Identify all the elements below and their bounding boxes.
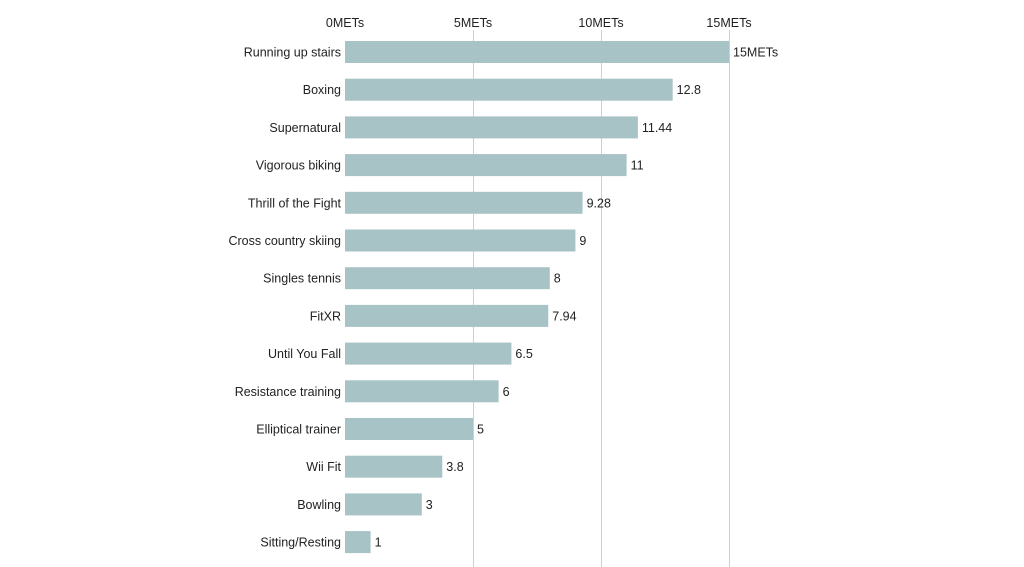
- bar-cross-country-skiing: [345, 229, 576, 252]
- value-label-wii-fit: 3.8: [446, 460, 463, 474]
- category-labels: Running up stairs Boxing Supernatural Vigor…: [228, 46, 341, 550]
- tick-label-15: 15METs: [706, 16, 751, 30]
- category-label-elliptical-trainer: Elliptical trainer: [256, 423, 341, 437]
- bar-running-up-stairs: [345, 41, 729, 63]
- bar-boxing: [345, 78, 673, 101]
- category-label-vigorous-biking: Vigorous biking: [256, 159, 341, 173]
- bar-resistance-training: [345, 380, 499, 403]
- value-label-sitting-resting: 1: [375, 536, 382, 550]
- category-label-until-you-fall: Until You Fall: [268, 347, 341, 361]
- value-label-supernatural: 11.44: [642, 121, 672, 135]
- value-labels: 15METs 12.8 11.44 11 9.28 9 8 7.94 6.5 6 5 3.8 3 1: [375, 46, 779, 550]
- bar-sitting-resting: [345, 531, 371, 554]
- category-label-running-up-stairs: Running up stairs: [244, 46, 341, 60]
- value-label-cross-country-skiing: 9: [579, 234, 586, 248]
- category-label-sitting-resting: Sitting/Resting: [260, 536, 341, 550]
- tick-label-0: 0METs: [326, 16, 364, 30]
- category-label-boxing: Boxing: [303, 83, 341, 97]
- bar-bowling: [345, 493, 422, 516]
- x-axis-ticks: 0METs 5METs 10METs 15METs: [326, 16, 752, 30]
- value-label-vigorous-biking: 11: [631, 159, 644, 173]
- value-label-singles-tennis: 8: [554, 272, 561, 286]
- category-label-resistance-training: Resistance training: [235, 385, 341, 399]
- bar-singles-tennis: [345, 267, 550, 290]
- category-label-bowling: Bowling: [297, 498, 341, 512]
- value-label-thrill-of-the-fight: 9.28: [587, 196, 611, 210]
- value-label-resistance-training: 6: [503, 385, 510, 399]
- value-label-until-you-fall: 6.5: [515, 347, 532, 361]
- bar-wii-fit: [345, 455, 443, 478]
- bar-elliptical-trainer: [345, 418, 473, 440]
- bars: [345, 41, 729, 554]
- bar-fitxr: [345, 304, 549, 327]
- category-label-thrill-of-the-fight: Thrill of the Fight: [248, 196, 342, 210]
- bar-thrill-of-the-fight: [345, 191, 583, 214]
- category-label-supernatural: Supernatural: [269, 121, 341, 135]
- bar-vigorous-biking: [345, 154, 627, 177]
- bar-supernatural: [345, 116, 638, 139]
- bar-until-you-fall: [345, 342, 512, 365]
- tick-label-10: 10METs: [578, 16, 623, 30]
- category-label-cross-country-skiing: Cross country skiing: [228, 234, 341, 248]
- grid-lines: [473, 30, 730, 567]
- tick-label-5: 5METs: [454, 16, 492, 30]
- category-label-wii-fit: Wii Fit: [306, 460, 341, 474]
- value-label-fitxr: 7.94: [552, 309, 576, 323]
- value-label-boxing: 12.8: [677, 83, 701, 97]
- value-label-bowling: 3: [426, 498, 433, 512]
- category-label-fitxr: FitXR: [310, 309, 341, 323]
- value-label-running-up-stairs: 15METs: [733, 46, 778, 60]
- category-label-singles-tennis: Singles tennis: [263, 272, 341, 286]
- value-label-elliptical-trainer: 5: [477, 423, 484, 437]
